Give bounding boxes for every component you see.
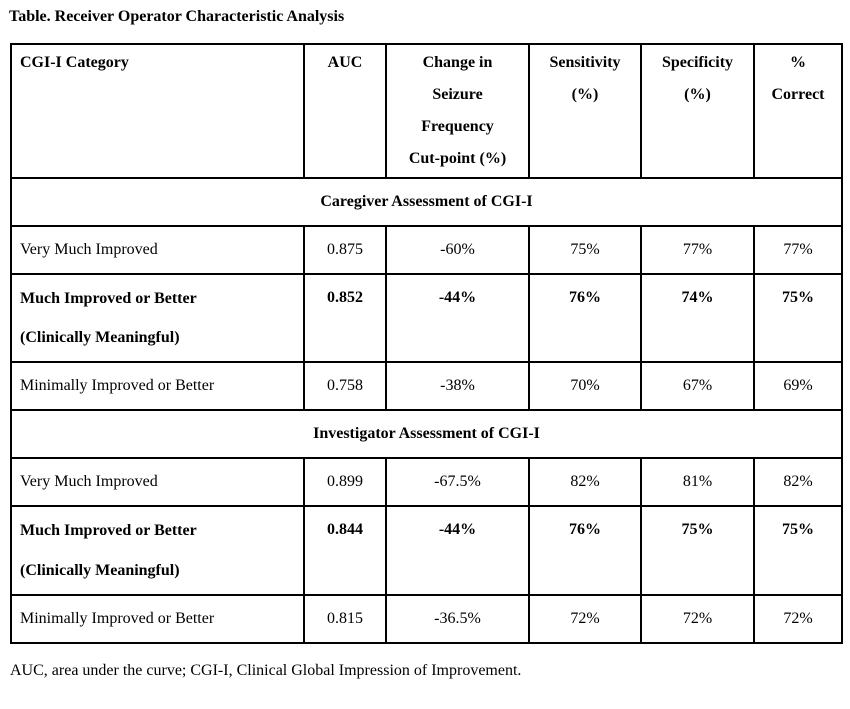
cell-category: Much Improved or Better (Clinically Mean… [10,272,305,364]
table-row: Much Improved or Better (Clinically Mean… [10,505,843,596]
cell-category: Very Much Improved [10,225,305,275]
cell-percent-correct: 72% [753,593,843,644]
cell-sensitivity: 76% [528,505,642,596]
header-percent-correct: % Correct [753,43,843,179]
cell-category: Much Improved or Better (Clinically Mean… [10,505,305,596]
cell-category: Very Much Improved [10,457,305,508]
table-row: Very Much Improved 0.875 -60% 75% 77% 77… [10,225,843,275]
cell-auc: 0.852 [303,272,387,364]
cell-category: Minimally Improved or Better [10,593,305,644]
cell-auc: 0.815 [303,593,387,644]
section-header-row-caregiver: Caregiver Assessment of CGI-I [10,177,843,227]
cell-cutpoint: -36.5% [385,593,530,644]
cell-percent-correct: 77% [753,225,843,275]
cell-sensitivity: 72% [528,593,642,644]
section-title-caregiver: Caregiver Assessment of CGI-I [10,177,843,227]
footnote: AUC, area under the curve; CGI-I, Clinic… [10,661,522,679]
cell-auc: 0.899 [303,457,387,508]
section-header-row-investigator: Investigator Assessment of CGI-I [10,409,843,460]
table-row: Very Much Improved 0.899 -67.5% 82% 81% … [10,457,843,508]
cell-auc: 0.758 [303,361,387,412]
cell-percent-correct: 75% [753,272,843,364]
cell-sensitivity: 82% [528,457,642,508]
cell-auc: 0.875 [303,225,387,275]
cell-sensitivity: 70% [528,361,642,412]
cell-percent-correct: 75% [753,505,843,596]
cell-specificity: 75% [640,505,755,596]
header-cgi-category: CGI-I Category [10,43,305,179]
cell-percent-correct: 69% [753,361,843,412]
cell-auc: 0.844 [303,505,387,596]
cell-percent-correct: 82% [753,457,843,508]
header-specificity: Specificity (%) [640,43,755,179]
cell-specificity: 67% [640,361,755,412]
cell-specificity: 72% [640,593,755,644]
table-row: Minimally Improved or Better 0.815 -36.5… [10,593,843,644]
cell-specificity: 74% [640,272,755,364]
header-sensitivity: Sensitivity (%) [528,43,642,179]
cell-cutpoint: -67.5% [385,457,530,508]
table-row: Minimally Improved or Better 0.758 -38% … [10,361,843,412]
roc-analysis-table: CGI-I Category AUC Change in Seizure Fre… [10,43,843,644]
table-row: Much Improved or Better (Clinically Mean… [10,272,843,364]
cell-sensitivity: 75% [528,225,642,275]
cell-category: Minimally Improved or Better [10,361,305,412]
header-row: CGI-I Category AUC Change in Seizure Fre… [10,43,843,179]
cell-cutpoint: -44% [385,272,530,364]
table-title: Table. Receiver Operator Characteristic … [9,8,345,25]
cell-cutpoint: -44% [385,505,530,596]
cell-cutpoint: -60% [385,225,530,275]
cell-specificity: 81% [640,457,755,508]
cell-cutpoint: -38% [385,361,530,412]
cell-sensitivity: 76% [528,272,642,364]
cell-specificity: 77% [640,225,755,275]
section-title-investigator: Investigator Assessment of CGI-I [10,409,843,460]
header-auc: AUC [303,43,387,179]
header-cutpoint: Change in Seizure Frequency Cut-point (%… [385,43,530,179]
